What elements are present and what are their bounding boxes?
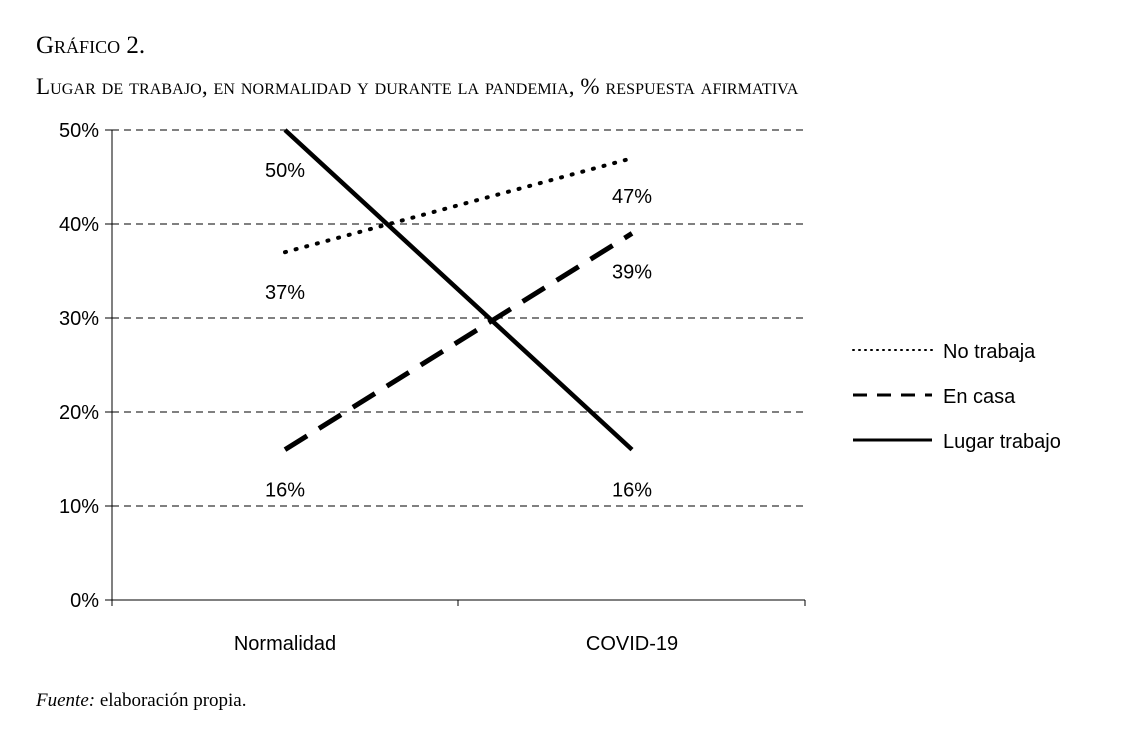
- y-tick-label: 20%: [59, 402, 99, 424]
- y-tick-label: 30%: [59, 308, 99, 330]
- legend-label: En casa: [943, 386, 1016, 408]
- data-label: 50%: [265, 160, 305, 182]
- series-line-en-casa: [283, 231, 634, 452]
- data-label: 39%: [612, 261, 652, 283]
- figure-label: Gráfico 2.: [36, 32, 146, 59]
- y-tick-label: 40%: [59, 214, 99, 236]
- y-tick-label: 10%: [59, 496, 99, 518]
- legend-label: Lugar trabajo: [943, 431, 1061, 453]
- data-label: 16%: [612, 480, 652, 502]
- chart-title: Lugar de trabajo, en normalidad y durant…: [36, 74, 799, 99]
- data-label: 37%: [265, 282, 305, 304]
- x-tick-label: COVID-19: [586, 633, 678, 655]
- x-tick-label: Normalidad: [234, 633, 336, 655]
- legend-label: No trabaja: [943, 341, 1036, 363]
- source-prefix: Fuente:: [36, 690, 96, 711]
- data-label: 16%: [265, 480, 305, 502]
- y-tick-label: 0%: [70, 590, 99, 612]
- y-tick-label: 50%: [59, 120, 99, 142]
- series-line-no-trabaja: [283, 156, 634, 255]
- source-note: Fuente: elaboración propia.: [36, 690, 246, 712]
- source-text: elaboración propia.: [95, 690, 247, 711]
- series-line-lugar-trabajo: [283, 128, 634, 452]
- data-label: 47%: [612, 186, 652, 208]
